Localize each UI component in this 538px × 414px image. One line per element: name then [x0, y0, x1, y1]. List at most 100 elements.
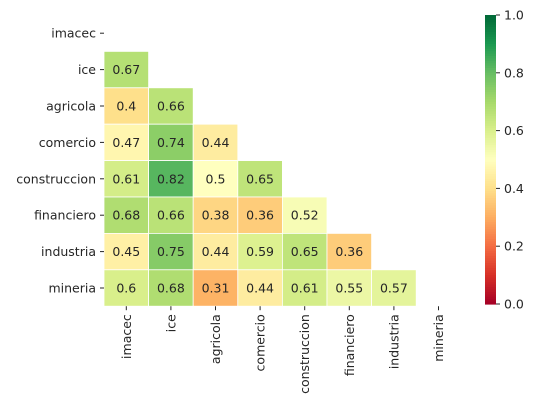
heatmap-cell-mineria-imacec [103, 269, 149, 307]
colorbar-segment [485, 272, 496, 276]
colorbar-segment [485, 82, 496, 86]
heatmap-cell-industria-comercio [237, 232, 283, 271]
colorbar-segment [485, 219, 496, 223]
colorbar-segment [485, 104, 496, 108]
colorbar-segment [485, 36, 496, 40]
heatmap-cell-comercio-agricola [192, 123, 239, 161]
colorbar-segment [485, 183, 496, 187]
colorbar-segment [485, 178, 496, 182]
colorbar-segment [485, 248, 496, 252]
y-tick-label-mineria: mineria [48, 281, 96, 296]
x-tick-label-ice: ice [163, 314, 178, 332]
x-tick-label-comercio: comercio [253, 314, 268, 371]
colorbar-segment [485, 19, 496, 23]
cell-value-label: 0.57 [380, 281, 408, 296]
colorbar-segment [485, 128, 496, 132]
colorbar-segment [485, 43, 496, 47]
colorbar-segment [485, 267, 496, 271]
colorbar-segment [485, 72, 496, 76]
y-tick-label-imacec: imacec [51, 26, 96, 41]
colorbar-segment [485, 15, 496, 19]
heatmap-cell-mineria-comercio [237, 269, 283, 307]
x-tick-label-financiero: financiero [342, 314, 357, 376]
colorbar-segment [485, 291, 496, 295]
heatmap-cell-ice-imacec [103, 51, 149, 89]
colorbar-segment [485, 137, 496, 141]
colorbar-tick-label: 0.4 [504, 181, 524, 196]
cell-value-label: 0.45 [112, 244, 140, 259]
colorbar-segment [485, 120, 496, 124]
colorbar-tick-label: 0.6 [504, 123, 524, 138]
cell-value-label: 0.31 [202, 281, 230, 296]
colorbar-segment [485, 171, 496, 175]
colorbar-segment [485, 275, 496, 279]
colorbar-segment [485, 301, 496, 305]
heatmap-cell-mineria-financiero [326, 269, 372, 307]
colorbar-segment [485, 188, 496, 192]
heatmap-cell-agricola-ice [148, 87, 194, 125]
colorbar-segment [485, 55, 496, 59]
heatmap-cell-construccion-ice [148, 160, 194, 198]
cell-value-label: 0.67 [112, 62, 140, 77]
colorbar-segment [485, 84, 496, 88]
colorbar-segment [485, 277, 496, 281]
x-tick-labels: imacec ice agricola comercio construccion fin… [119, 306, 446, 394]
colorbar-segment [485, 231, 496, 235]
colorbar-segment [485, 48, 496, 52]
colorbar-segment [485, 246, 496, 250]
colorbar-segment [485, 51, 496, 55]
colorbar-segment [485, 251, 496, 255]
colorbar-segment [485, 75, 496, 79]
heatmap-cell-mineria-ice [148, 269, 194, 307]
cell-value-label: 0.59 [246, 244, 274, 259]
cell-value-label: 0.61 [291, 281, 319, 296]
colorbar-segment [485, 154, 496, 158]
colorbar-segment [485, 294, 496, 298]
cell-value-label: 0.5 [206, 171, 226, 186]
colorbar-segment [485, 159, 496, 163]
colorbar-segment [485, 185, 496, 189]
colorbar-segment [485, 296, 496, 300]
x-tick-label-imacec: imacec [119, 314, 134, 359]
colorbar: 0.0 0.2 0.4 0.6 0.8 1.0 [485, 8, 524, 312]
colorbar-segment [485, 212, 496, 216]
cell-value-label: 0.61 [112, 171, 140, 186]
colorbar-segment [485, 80, 496, 84]
colorbar-segment [485, 260, 496, 264]
colorbar-segment [485, 108, 496, 112]
colorbar-segment [485, 299, 496, 303]
x-tick-label-industria: industria [386, 314, 401, 369]
colorbar-segment [485, 210, 496, 214]
colorbar-segment [485, 207, 496, 211]
cell-value-label: 0.44 [202, 244, 230, 259]
colorbar-segment [485, 41, 496, 45]
cell-value-label: 0.65 [291, 244, 319, 259]
colorbar-tick-label: 0.0 [504, 297, 524, 312]
colorbar-segment [485, 226, 496, 230]
colorbar-segment [485, 190, 496, 194]
colorbar-segment [485, 53, 496, 57]
colorbar-segment [485, 279, 496, 283]
cell-value-label: 0.82 [157, 171, 185, 186]
cell-value-label: 0.66 [157, 208, 185, 223]
heatmap-cell-industria-financiero [326, 232, 372, 271]
colorbar-segment [485, 166, 496, 170]
colorbar-segment [485, 142, 496, 146]
cell-value-label: 0.66 [157, 99, 185, 114]
colorbar-segment [485, 149, 496, 153]
colorbar-segment [485, 99, 496, 103]
colorbar-segment [485, 173, 496, 177]
y-tick-label-comercio: comercio [39, 135, 96, 150]
colorbar-segment [485, 238, 496, 242]
cell-value-label: 0.47 [112, 135, 140, 150]
colorbar-segment [485, 113, 496, 117]
y-tick-label-construccion: construccion [16, 171, 96, 186]
colorbar-segment [485, 24, 496, 28]
cell-value-label: 0.65 [246, 171, 274, 186]
colorbar-segment [485, 39, 496, 43]
colorbar-segment [485, 202, 496, 206]
colorbar-segment [485, 164, 496, 168]
colorbar-segment [485, 77, 496, 81]
colorbar-segment [485, 176, 496, 180]
colorbar-segment [485, 224, 496, 228]
